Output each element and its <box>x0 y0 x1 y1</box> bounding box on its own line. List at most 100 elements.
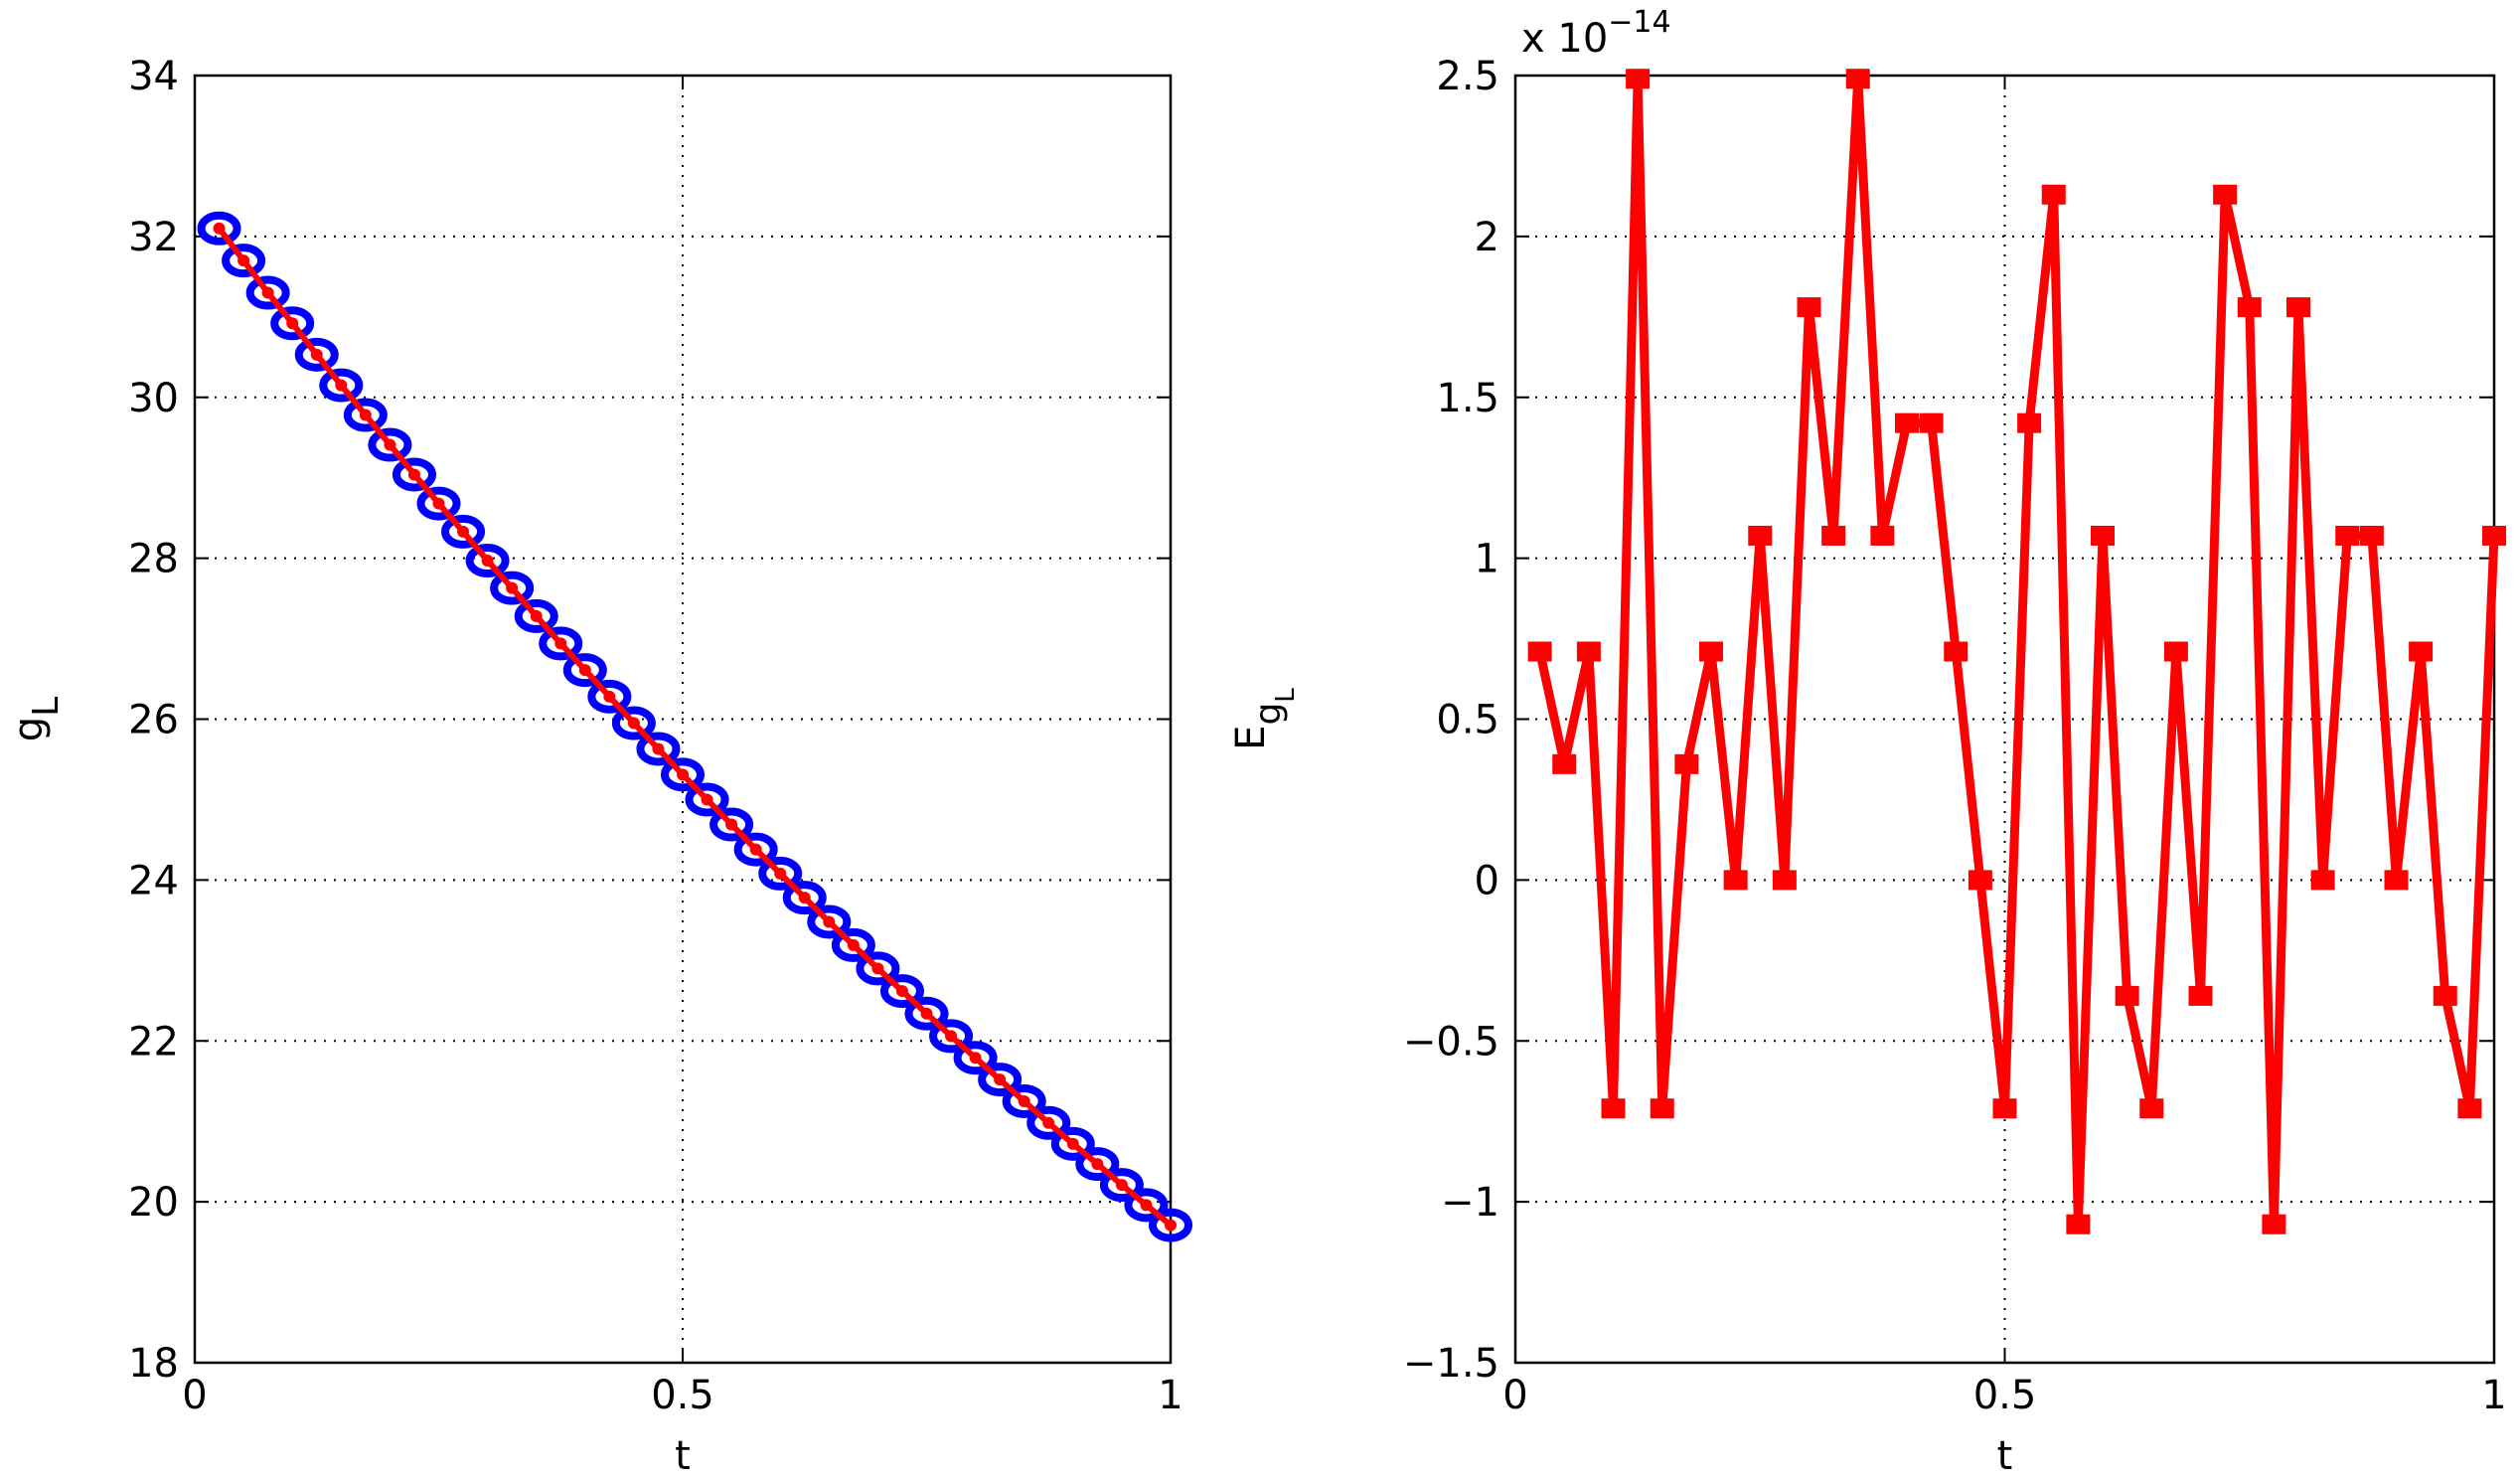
y-tick-label: 2 <box>1475 215 1499 260</box>
marker-circle <box>197 211 241 246</box>
marker-square <box>2115 985 2139 1006</box>
marker-dot <box>457 525 470 538</box>
marker-square <box>2213 184 2238 205</box>
marker-square <box>1601 1098 1626 1119</box>
marker-square <box>1626 69 1651 89</box>
marker-circle <box>978 1063 1023 1097</box>
marker-dot <box>530 609 543 622</box>
y-tick-label: 30 <box>128 376 179 421</box>
marker-square <box>1650 1098 1674 1119</box>
marker-circle <box>733 832 778 867</box>
marker-circle <box>514 598 558 633</box>
marker-dot <box>920 1007 933 1020</box>
marker-circle <box>685 782 729 817</box>
y-axis-label-sub: L <box>26 697 67 717</box>
marker-square <box>1723 870 1748 891</box>
marker-square <box>2139 1098 2164 1119</box>
marker-dot <box>286 317 299 330</box>
y-tick-label: −0.5 <box>1403 1019 1499 1065</box>
marker-dot <box>213 222 226 235</box>
y-axis-label-main: E <box>1228 726 1274 750</box>
marker-dot <box>506 581 519 594</box>
axis-exponent-power: −14 <box>1608 5 1670 40</box>
y-tick-label: 28 <box>128 537 179 582</box>
marker-square <box>1821 525 1846 546</box>
marker-dot <box>749 843 762 856</box>
marker-dot <box>945 1030 958 1043</box>
marker-dot <box>652 742 665 755</box>
y-tick-label: 26 <box>128 698 179 743</box>
marker-square <box>2335 525 2360 546</box>
marker-square <box>1576 641 1601 662</box>
marker-square <box>1699 641 1723 662</box>
marker-square <box>2482 525 2506 546</box>
marker-dot <box>1140 1199 1153 1212</box>
marker-square <box>2041 184 2066 205</box>
marker-square <box>2262 1214 2286 1234</box>
marker-circle <box>758 856 803 891</box>
x-tick-label: 1 <box>1158 1373 1182 1418</box>
marker-circle <box>539 626 583 661</box>
marker-circle <box>392 457 436 492</box>
axes-frame <box>1513 74 2496 1365</box>
marker-square <box>2091 525 2115 546</box>
marker-square <box>1992 1098 2017 1119</box>
axis-exponent-base: x 10 <box>1521 16 1608 62</box>
marker-square <box>1674 753 1699 774</box>
y-axis-label-subsub: L <box>1271 688 1301 703</box>
marker-circle <box>270 306 315 341</box>
marker-dot <box>994 1073 1007 1086</box>
marker-circle <box>831 927 875 962</box>
y-tick-label: 1.5 <box>1436 376 1499 421</box>
marker-circle <box>879 974 924 1009</box>
marker-square <box>1919 412 1944 433</box>
marker-circle <box>1002 1083 1046 1118</box>
y-tick-label: 20 <box>128 1180 179 1226</box>
marker-square <box>2237 297 2262 318</box>
marker-square <box>1748 525 1773 546</box>
marker-circle <box>343 398 388 432</box>
marker-square <box>2409 641 2434 662</box>
marker-dot <box>1165 1219 1177 1232</box>
marker-dot <box>359 409 372 421</box>
marker-square <box>1772 870 1797 891</box>
marker-dot <box>603 690 616 703</box>
x-tick-label: 0 <box>182 1373 207 1418</box>
marker-square <box>1968 870 1992 891</box>
x-axis-label: t <box>1997 1433 2013 1478</box>
marker-circle <box>319 368 364 403</box>
marker-dot <box>627 717 640 730</box>
marker-square <box>2066 1214 2091 1234</box>
marker-circle <box>1124 1188 1169 1223</box>
marker-square <box>2163 641 2188 662</box>
marker-dot <box>969 1052 982 1065</box>
x-tick-label: 0.5 <box>1973 1373 2037 1418</box>
x-tick-label: 0 <box>1502 1373 1527 1418</box>
marker-square <box>1797 297 1821 318</box>
y-tick-label: 0.5 <box>1436 698 1499 743</box>
marker-dot <box>1066 1137 1079 1150</box>
marker-circle <box>709 807 754 842</box>
marker-circle <box>611 706 656 740</box>
marker-dot <box>823 915 836 928</box>
marker-square <box>2017 412 2042 433</box>
marker-dot <box>798 892 811 904</box>
marker-circle <box>807 904 852 939</box>
y-tick-label: 32 <box>128 215 179 260</box>
axis-exponent: x 10−14 <box>1521 5 1671 62</box>
marker-circle <box>416 486 461 521</box>
y-axis-label: EgL <box>1228 688 1301 750</box>
marker-circle <box>636 732 681 766</box>
marker-dot <box>335 379 348 392</box>
marker-circle <box>1026 1105 1071 1140</box>
marker-circle <box>856 951 900 986</box>
marker-dot <box>554 637 567 650</box>
marker-dot <box>1042 1116 1055 1129</box>
marker-circle <box>904 996 949 1031</box>
marker-circle <box>1050 1126 1095 1161</box>
marker-circle <box>294 337 339 372</box>
y-tick-label: 18 <box>128 1341 179 1387</box>
marker-circle <box>465 544 510 578</box>
